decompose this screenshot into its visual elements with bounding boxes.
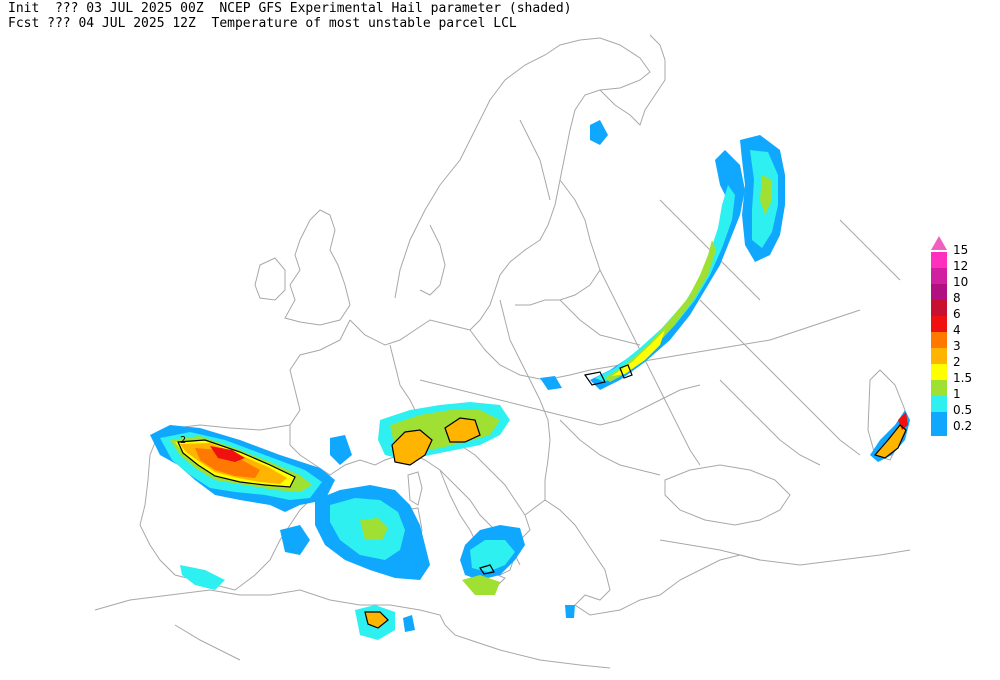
hail-shading — [150, 120, 910, 640]
legend-arrow-icon — [931, 236, 947, 250]
legend-item: 10 — [928, 268, 998, 288]
legend-swatch — [931, 284, 947, 300]
contour-label: 2 — [180, 435, 186, 446]
legend-swatch — [931, 420, 947, 436]
legend-label: 4 — [953, 323, 961, 337]
legend-label: 0.5 — [953, 403, 973, 417]
legend-label: 2 — [953, 355, 961, 369]
legend-swatch — [931, 380, 947, 396]
legend-swatch — [931, 332, 947, 348]
legend-swatch — [931, 268, 947, 284]
legend-label: 10 — [953, 275, 969, 289]
coastlines — [94, 34, 911, 669]
legend-item: 2 — [928, 348, 998, 368]
legend-label: 0.2 — [953, 419, 973, 433]
legend-label: 6 — [953, 307, 961, 321]
color-legend: 15 12 10 8 6 4 3 2 1.5 1 0.5 0.2 — [928, 236, 998, 444]
legend-label: 15 — [953, 243, 969, 257]
legend-label: 1 — [953, 387, 961, 401]
legend-item: 1 — [928, 380, 998, 400]
legend-item: 15 — [928, 236, 998, 256]
lcl-contours — [177, 364, 907, 629]
header-fcst-line: Fcst ??? 04 JUL 2025 12Z Temperature of … — [8, 16, 517, 31]
legend-item: 0.5 — [928, 396, 998, 416]
legend-item: 4 — [928, 316, 998, 336]
legend-item: 8 — [928, 284, 998, 304]
legend-label: 8 — [953, 291, 961, 305]
legend-item: 12 — [928, 252, 998, 272]
legend-item: 3 — [928, 332, 998, 352]
legend-swatch — [931, 252, 947, 268]
legend-label: 1.5 — [953, 371, 973, 385]
legend-item: 1.5 — [928, 364, 998, 384]
legend-swatch — [931, 396, 947, 412]
legend-swatch — [931, 316, 947, 332]
legend-swatch — [931, 348, 947, 364]
legend-label: 12 — [953, 259, 969, 273]
legend-swatch — [931, 364, 947, 380]
legend-label: 3 — [953, 339, 961, 353]
legend-item: 6 — [928, 300, 998, 320]
europe-map: 2 — [94, 34, 911, 669]
legend-bottom-swatch-row — [928, 420, 998, 444]
header-init-line: Init ??? 03 JUL 2025 00Z NCEP GFS Experi… — [8, 1, 572, 16]
legend-swatch — [931, 300, 947, 316]
